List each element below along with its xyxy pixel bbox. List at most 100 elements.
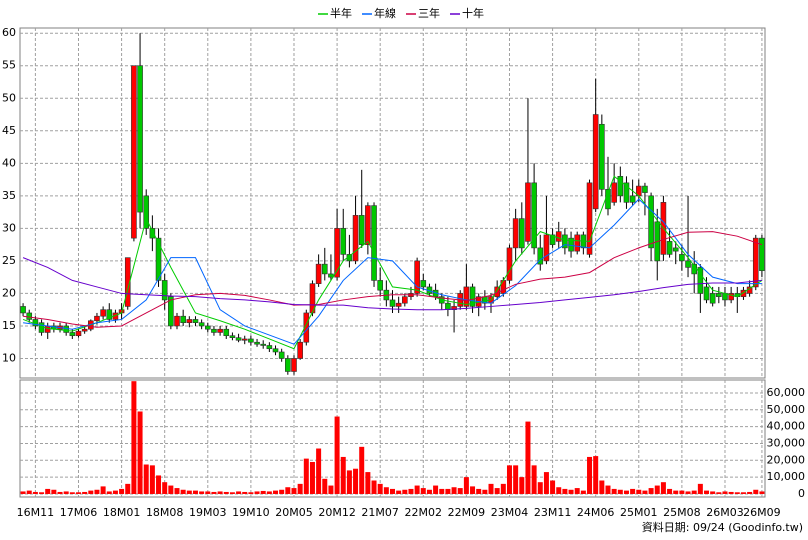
candle-body	[229, 335, 236, 338]
volume-bar	[599, 480, 605, 494]
volume-bar	[39, 492, 45, 494]
volume-bar	[531, 465, 537, 494]
x-tick-label: 20M12	[318, 506, 356, 519]
volume-bar	[759, 491, 765, 494]
y2-tick-label: 40,000	[767, 420, 806, 433]
candle-body	[740, 289, 747, 297]
candle-body	[672, 247, 679, 252]
volume-bar	[26, 490, 32, 494]
candle-body	[512, 218, 519, 249]
x-tick-label: 21M07	[361, 506, 399, 519]
legend-label: 三年	[418, 6, 440, 20]
x-tick-label: 20M05	[275, 506, 313, 519]
candle-body	[395, 302, 402, 307]
volume-bar	[550, 480, 556, 494]
candle-body	[728, 293, 734, 301]
volume-bar	[648, 488, 654, 494]
candle-body	[623, 182, 630, 203]
candle-body	[204, 325, 211, 330]
y-tick-label: 25	[2, 254, 16, 267]
candle-body	[586, 182, 593, 255]
candle-body	[291, 358, 297, 372]
candle-body	[555, 231, 562, 242]
volume-bar	[513, 465, 519, 494]
candle-body	[186, 319, 193, 324]
candle-body	[506, 247, 513, 281]
volume-bar	[753, 489, 759, 494]
volume-bar	[45, 488, 51, 494]
volume-bar	[328, 485, 334, 494]
volume-bar	[574, 488, 580, 494]
volume-bar	[433, 485, 439, 494]
volume-bar	[740, 492, 746, 494]
volume-bar	[223, 491, 229, 494]
source-note: 資料日期: 09/24 (Goodinfo.tw)	[642, 520, 803, 534]
candle-body	[69, 332, 76, 337]
volume-bar	[229, 492, 235, 494]
candle-body	[248, 338, 254, 343]
volume-bar	[439, 488, 445, 494]
x-tick-label: 19M03	[189, 506, 227, 519]
candle-body	[63, 325, 69, 333]
candle-body	[617, 176, 624, 197]
candle-body	[371, 205, 377, 281]
y2-tick-label: 30,000	[767, 436, 806, 449]
volume-bar	[217, 491, 223, 494]
candle-body	[685, 260, 691, 268]
candle-body	[697, 267, 704, 294]
candle-body	[38, 322, 45, 333]
candle-body	[562, 234, 568, 249]
volume-bar	[94, 489, 100, 494]
candle-body	[358, 215, 365, 245]
volume-bar	[297, 483, 303, 494]
volume-bar	[353, 468, 359, 494]
candle-body	[155, 237, 162, 281]
y2-tick-label: 20,000	[767, 453, 806, 466]
volume-bar	[205, 491, 211, 494]
volume-bar	[285, 487, 291, 494]
volume-bar	[340, 456, 346, 494]
volume-bar	[691, 490, 697, 494]
candle-body	[272, 348, 279, 353]
candle-body	[340, 228, 347, 255]
volume-bar	[494, 488, 500, 494]
volume-bar	[279, 489, 285, 494]
volume-bar	[500, 483, 506, 494]
volume-bar	[192, 490, 198, 494]
volume-bar	[254, 491, 260, 494]
candle-body	[285, 358, 291, 372]
moving-average-line	[23, 198, 762, 345]
y-tick-label: 10	[2, 351, 16, 364]
volume-bar	[611, 488, 617, 494]
moving-average-line	[22, 257, 762, 311]
volume-bar	[685, 491, 691, 494]
volume-bar	[291, 488, 297, 494]
y2-tick-label: 50,000	[767, 403, 806, 416]
volume-bar	[125, 483, 131, 494]
volume-bar	[51, 489, 57, 494]
volume-bar	[710, 491, 716, 494]
y-tick-label: 15	[2, 319, 16, 332]
volume-bar	[266, 491, 272, 494]
candle-body	[716, 293, 722, 297]
volume-bar	[390, 488, 395, 494]
candle-body	[445, 302, 451, 310]
candle-body	[217, 328, 223, 333]
volume-bar	[156, 475, 162, 494]
candle-body	[420, 280, 427, 288]
volume-bar	[359, 446, 365, 494]
volume-bar	[162, 482, 168, 494]
candle-body	[451, 306, 457, 310]
volume-bar	[137, 411, 143, 494]
candle-body	[143, 195, 150, 229]
candle-body	[599, 123, 605, 190]
y-tick-label: 45	[2, 124, 16, 137]
volume-bar	[273, 490, 279, 494]
candle-body	[642, 185, 648, 193]
volume-bar	[119, 488, 125, 494]
y-tick-label: 30	[2, 221, 16, 234]
volume-bar	[57, 491, 63, 494]
candle-body	[531, 182, 537, 249]
candle-body	[297, 341, 303, 359]
